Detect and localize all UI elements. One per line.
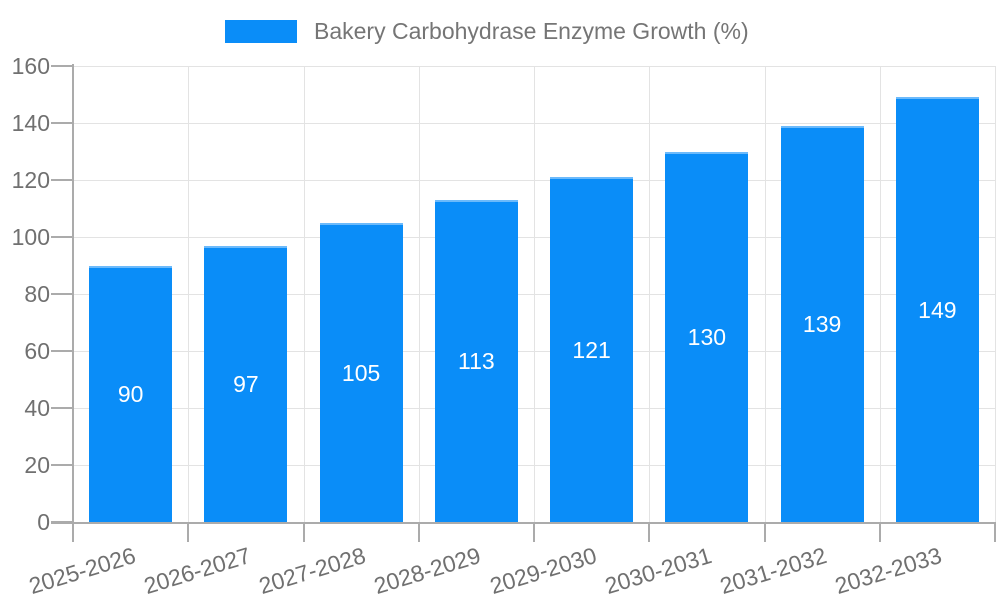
bar-value-label: 130 [687, 324, 727, 351]
x-axis-label-2026-2027: 2026-2027 [140, 542, 254, 600]
bar-2026-2027[interactable]: 97 [204, 245, 288, 522]
x-axis-tick [533, 522, 535, 542]
y-axis-tick [51, 464, 73, 466]
x-gridline [764, 66, 766, 522]
y-axis-tick-label: 140 [11, 110, 50, 136]
y-axis-tick-label: 60 [24, 338, 50, 364]
y-axis-tick-label: 40 [24, 395, 50, 421]
legend-item[interactable]: Bakery Carbohydrase Enzyme Growth (%) [225, 20, 749, 43]
y-axis-tick [51, 407, 73, 409]
bar-2028-2029[interactable]: 113 [434, 199, 518, 522]
bar-value-label: 121 [572, 337, 611, 364]
x-axis-tick [648, 522, 651, 542]
x-axis-label-2032-2033: 2032-2033 [832, 542, 945, 600]
y-axis-line [72, 64, 74, 542]
legend-color-swatch [225, 20, 297, 43]
bar-2029-2030[interactable]: 121 [550, 177, 634, 522]
x-axis-label-2025-2026: 2025-2026 [25, 542, 139, 600]
y-axis-tick [51, 179, 73, 181]
x-axis-tick [417, 522, 420, 542]
x-axis-tick [763, 522, 766, 542]
y-axis-tick [51, 293, 73, 295]
y-axis-tick [51, 236, 73, 238]
bar-2030-2031[interactable]: 130 [665, 151, 749, 522]
x-axis-label-2030-2031: 2030-2031 [601, 542, 715, 600]
bar-value-label: 139 [802, 311, 842, 338]
y-axis-tick-label: 160 [11, 53, 50, 79]
x-gridline [418, 66, 420, 522]
bar-value-label: 90 [117, 381, 144, 408]
x-gridline [303, 66, 305, 522]
y-axis-tick [51, 521, 73, 523]
bar-2027-2028[interactable]: 105 [319, 222, 403, 522]
y-axis-tick [51, 65, 73, 67]
x-axis-tick [878, 522, 881, 542]
y-axis-tick [51, 122, 73, 124]
x-gridline [995, 66, 996, 522]
legend-label: Bakery Carbohydrase Enzyme Growth (%) [314, 18, 749, 44]
x-axis-label-2029-2030: 2029-2030 [486, 542, 600, 600]
x-axis-label-2031-2032: 2031-2032 [716, 542, 830, 600]
y-axis-tick-label: 80 [24, 281, 50, 307]
bar-value-label: 105 [341, 359, 381, 386]
y-axis-tick [51, 350, 73, 352]
bar-2031-2032[interactable]: 139 [780, 125, 864, 522]
x-axis-tick [187, 522, 190, 542]
x-gridline [649, 66, 651, 522]
x-gridline [534, 66, 535, 522]
y-axis-tick-label: 20 [24, 452, 50, 478]
bar-2032-2033[interactable]: 149 [895, 97, 979, 522]
y-axis-tick-label: 0 [37, 509, 50, 535]
y-axis-tick-label: 100 [11, 224, 50, 250]
y-axis-tick-label: 120 [11, 167, 50, 193]
x-axis-label-2028-2029: 2028-2029 [371, 542, 484, 600]
x-axis-line [51, 522, 995, 524]
x-gridline [188, 66, 190, 522]
bar-2025-2026[interactable]: 90 [89, 265, 173, 522]
x-axis-tick [72, 522, 74, 542]
x-axis-label-2027-2028: 2027-2028 [255, 542, 369, 600]
x-gridline [879, 66, 881, 522]
bar-value-label: 97 [233, 371, 259, 398]
x-axis-tick [994, 522, 996, 542]
bar-value-label: 113 [458, 348, 495, 375]
bar-value-label: 149 [918, 297, 957, 324]
x-axis-tick [302, 522, 305, 542]
